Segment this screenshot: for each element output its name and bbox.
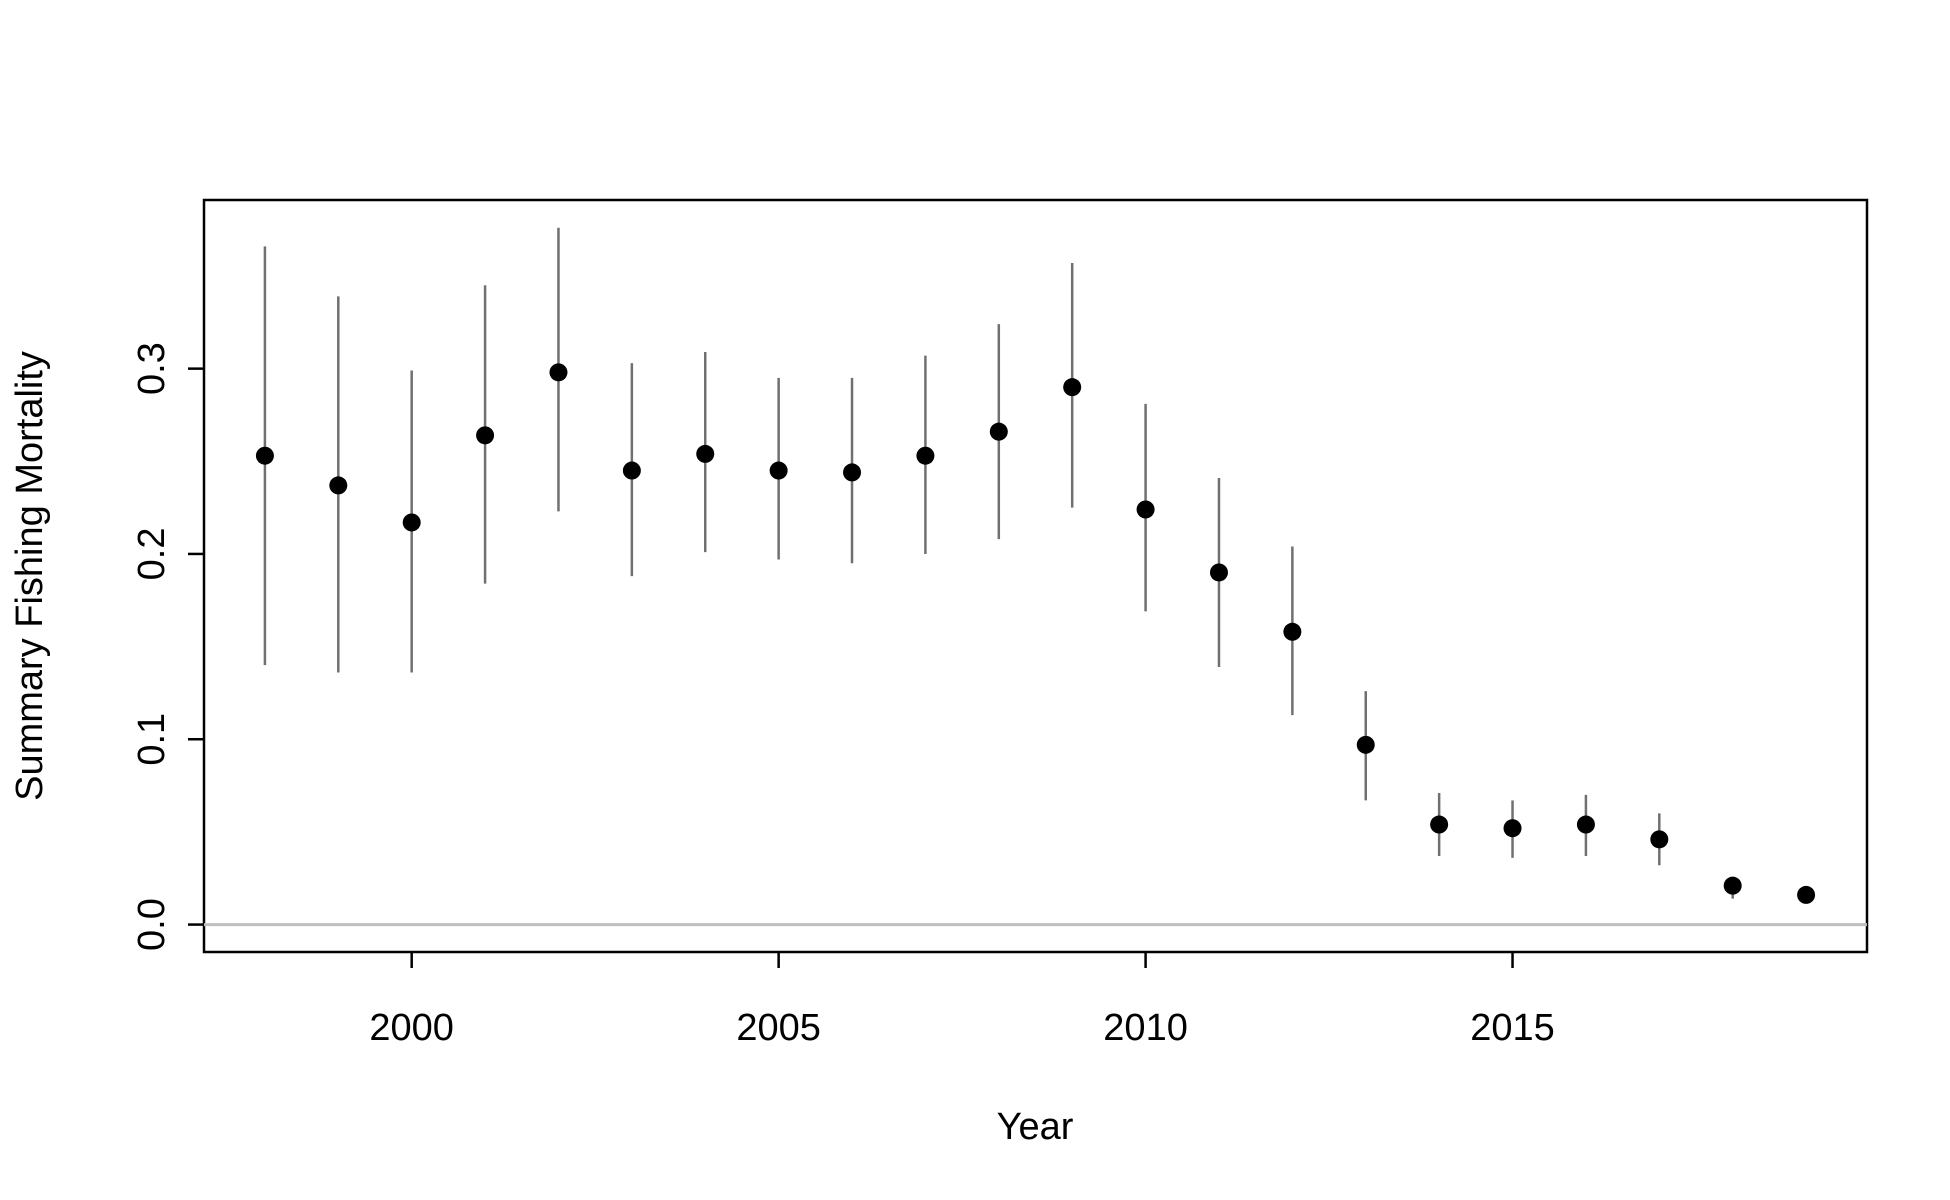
y-tick-label: 0.0	[131, 898, 173, 951]
point	[476, 426, 495, 445]
x-tick-label: 2000	[369, 1007, 454, 1049]
x-tick-label: 2005	[736, 1007, 821, 1049]
point	[1723, 876, 1742, 895]
point	[622, 461, 641, 480]
point	[549, 363, 568, 382]
plot-frame	[202, 198, 1869, 954]
point	[1503, 819, 1522, 838]
point	[1356, 735, 1375, 754]
point	[1209, 563, 1228, 582]
point	[696, 444, 715, 463]
point	[989, 422, 1008, 441]
point	[402, 513, 421, 532]
point	[1797, 885, 1816, 904]
point	[1430, 815, 1449, 834]
point	[329, 476, 348, 495]
y-axis-label: Summary Fishing Mortality	[9, 351, 51, 801]
point	[255, 446, 274, 465]
point	[769, 461, 788, 480]
point	[1063, 378, 1082, 397]
x-axis-label: Year	[997, 1106, 1074, 1148]
y-tick-label: 0.2	[131, 528, 173, 581]
y-tick-label: 0.3	[131, 342, 173, 395]
point	[1650, 830, 1669, 849]
point	[1576, 815, 1595, 834]
point	[916, 446, 935, 465]
x-tick-label: 2010	[1103, 1007, 1188, 1049]
x-tick-label: 2015	[1470, 1007, 1555, 1049]
point	[1136, 500, 1155, 519]
y-tick-label: 0.1	[131, 713, 173, 766]
point	[843, 463, 862, 482]
point	[1283, 622, 1302, 641]
